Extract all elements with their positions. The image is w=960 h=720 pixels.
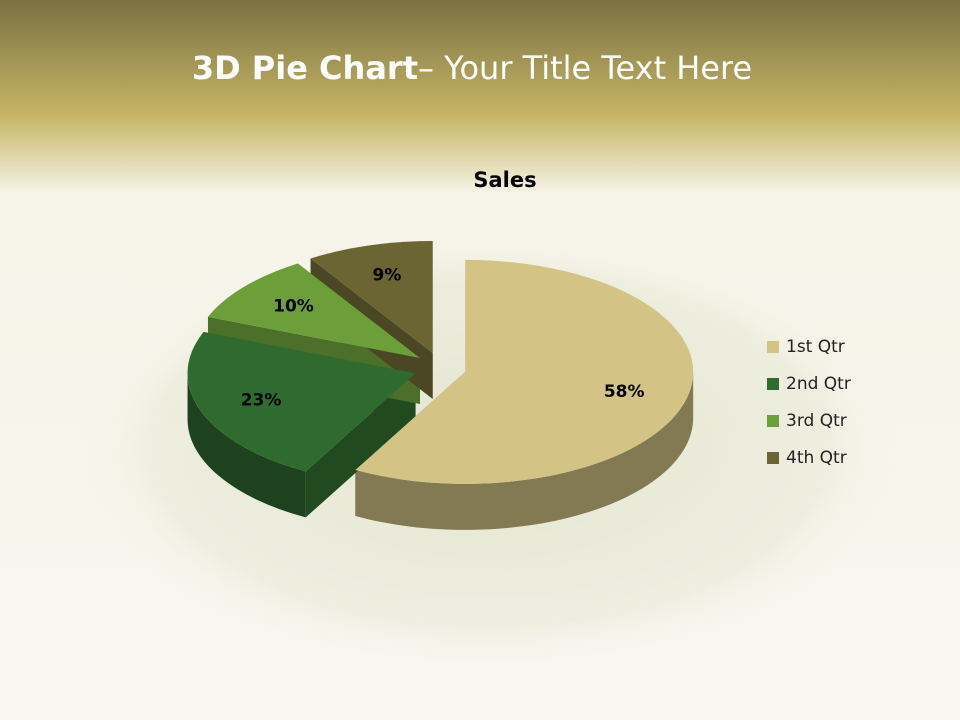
legend-label: 1st Qtr (786, 337, 845, 357)
legend-label: 4th Qtr (786, 448, 847, 468)
pie-slice (310, 241, 433, 354)
chart-title: Sales (473, 168, 536, 192)
legend-swatch (767, 341, 779, 353)
pie-tops: 58% 23% 10% 9% (187, 241, 694, 484)
pie-slice (187, 332, 416, 472)
data-label: 10% (273, 297, 314, 317)
legend-swatch (767, 452, 779, 464)
pie-slice (355, 259, 694, 484)
slice-side (187, 373, 306, 518)
slide-title: 3D Pie Chart– Your Title Text Here (192, 49, 752, 87)
legend: 1st Qtr 2nd Qtr 3rd Qtr 4th Qtr (767, 337, 851, 468)
data-label: 58% (604, 382, 645, 402)
legend-swatch (767, 378, 779, 390)
legend-label: 3rd Qtr (786, 411, 847, 431)
legend-label: 2nd Qtr (786, 374, 851, 394)
pie-slice (207, 263, 420, 359)
slide-title-bold: 3D Pie Chart (192, 49, 418, 87)
data-label: 9% (373, 266, 402, 286)
slice-side (355, 371, 694, 530)
slide-title-rest: – Your Title Text Here (418, 49, 752, 87)
data-label: 23% (241, 391, 282, 411)
legend-swatch (767, 415, 779, 427)
